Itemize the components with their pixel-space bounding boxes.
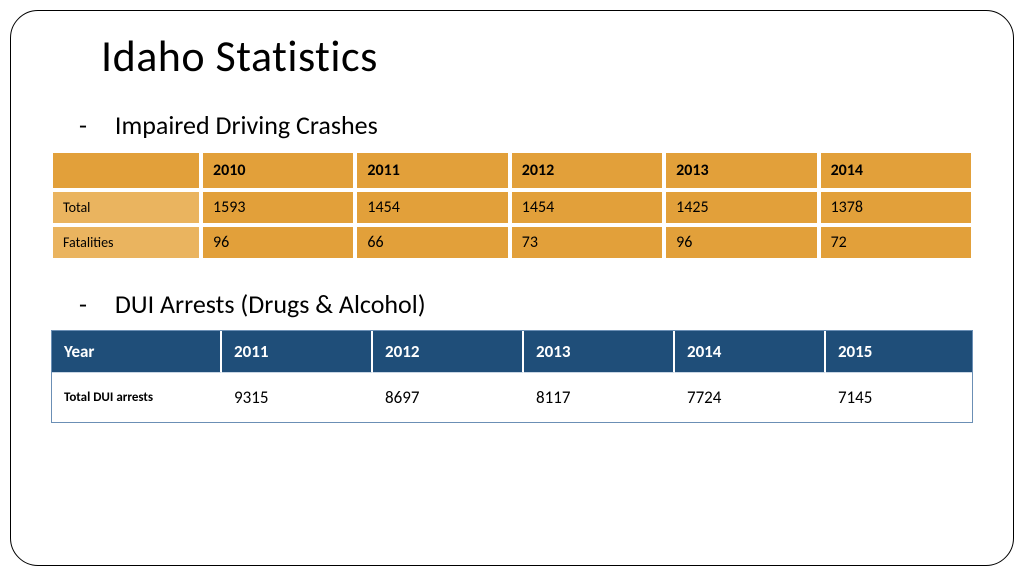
crashes-row0-v4: 1378 [819, 190, 973, 225]
crashes-col-1: 2011 [355, 151, 509, 190]
dui-col-0: 2011 [222, 331, 373, 372]
section2-heading-text: DUI Arrests (Drugs & Alcohol) [115, 288, 426, 320]
crashes-row0-label: Total [51, 190, 201, 225]
crashes-row0-v0: 1593 [201, 190, 355, 225]
table-header-row: 2010 2011 2012 2013 2014 [51, 151, 973, 190]
crashes-row0-v2: 1454 [510, 190, 664, 225]
section1-heading-text: Impaired Driving Crashes [115, 109, 378, 141]
dui-col-1: 2012 [373, 331, 524, 372]
dui-table: Year 2011 2012 2013 2014 2015 Total DUI … [51, 330, 973, 423]
dui-row0-v3: 7724 [675, 372, 826, 422]
dui-row0-v0: 9315 [222, 372, 373, 422]
bullet-dash: - [79, 288, 109, 320]
section2-heading: - DUI Arrests (Drugs & Alcohol) [79, 288, 973, 320]
crashes-row0-v1: 1454 [355, 190, 509, 225]
table-header-row: Year 2011 2012 2013 2014 2015 [52, 331, 972, 372]
dui-col-3: 2014 [675, 331, 826, 372]
table-row: Total DUI arrests 9315 8697 8117 7724 71… [52, 372, 972, 422]
table-row: Total 1593 1454 1454 1425 1378 [51, 190, 973, 225]
crashes-row1-v1: 66 [355, 225, 509, 260]
slide-frame: Idaho Statistics - Impaired Driving Cras… [10, 10, 1014, 566]
page-title: Idaho Statistics [101, 29, 973, 83]
crashes-row1-v0: 96 [201, 225, 355, 260]
dui-row0-v4: 7145 [826, 372, 972, 422]
crashes-row0-v3: 1425 [664, 190, 818, 225]
crashes-row1-v3: 96 [664, 225, 818, 260]
dui-col-2: 2013 [524, 331, 675, 372]
crashes-table: 2010 2011 2012 2013 2014 Total 1593 1454… [51, 151, 973, 260]
table-row: Fatalities 96 66 73 96 72 [51, 225, 973, 260]
crashes-header-blank [51, 151, 201, 190]
crashes-row1-v4: 72 [819, 225, 973, 260]
dui-col-4: 2015 [826, 331, 972, 372]
crashes-row1-v2: 73 [510, 225, 664, 260]
crashes-col-2: 2012 [510, 151, 664, 190]
dui-row0-label: Total DUI arrests [52, 372, 222, 422]
section1-heading: - Impaired Driving Crashes [79, 109, 973, 141]
dui-year-label: Year [52, 331, 222, 372]
crashes-row1-label: Fatalities [51, 225, 201, 260]
bullet-dash: - [79, 109, 109, 141]
dui-row0-v1: 8697 [373, 372, 524, 422]
crashes-col-0: 2010 [201, 151, 355, 190]
crashes-col-3: 2013 [664, 151, 818, 190]
dui-row0-v2: 8117 [524, 372, 675, 422]
crashes-col-4: 2014 [819, 151, 973, 190]
